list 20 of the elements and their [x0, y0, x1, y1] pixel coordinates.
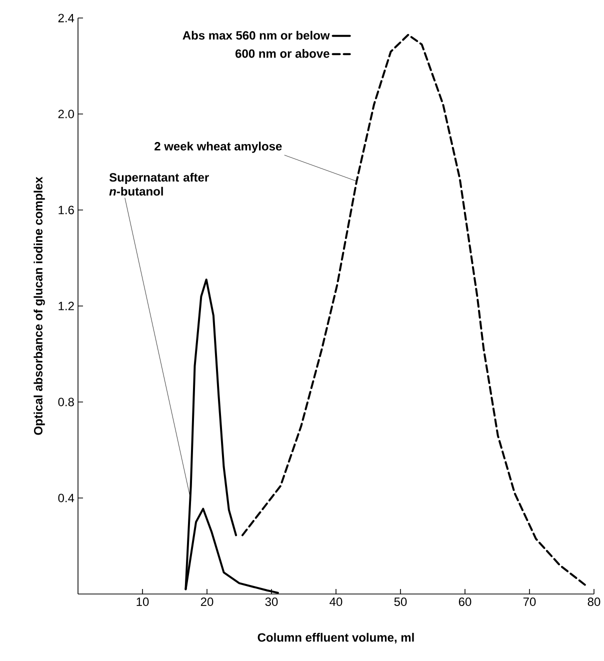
annotation: Supernatant after n-butanol: [109, 172, 209, 196]
x-tick-label: 10: [136, 598, 149, 606]
legend-label: 600 nm or above: [236, 49, 330, 58]
legend-label: Abs max 560 nm or below: [182, 30, 330, 40]
y-tick-label: 1.2: [58, 302, 74, 310]
x-tick-label: 50: [394, 598, 407, 606]
x-tick-label: 20: [200, 598, 214, 606]
y-tick-label: 0.4: [58, 494, 74, 502]
y-tick-label: 0.8: [58, 398, 74, 406]
annotation: 2 week wheat amylose: [154, 142, 282, 153]
x-tick-label: 30: [265, 598, 278, 606]
y-tick-label: 2.0: [58, 110, 74, 118]
x-axis-title: Column effluent volume, ml: [258, 632, 414, 644]
y-tick-label: 2.4: [58, 14, 74, 22]
x-tick-label: 80: [588, 598, 600, 606]
x-tick-label: 70: [523, 598, 536, 606]
x-tick-label: 60: [458, 598, 472, 606]
y-tick-label: 1.6: [58, 206, 74, 214]
x-tick-label: 40: [330, 598, 342, 606]
y-axis-title: Optical absorbance of glucan iodine complex: [34, 176, 45, 435]
